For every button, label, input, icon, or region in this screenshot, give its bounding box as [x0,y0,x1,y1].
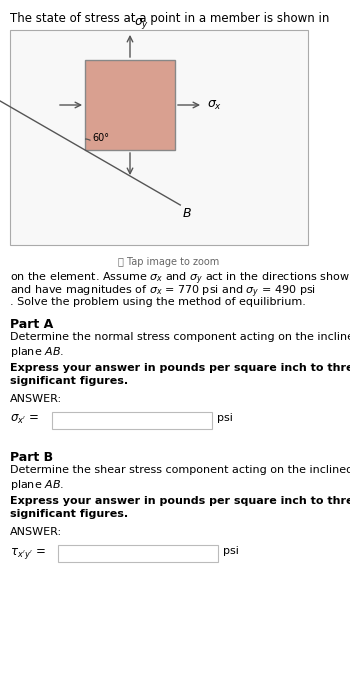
Text: ANSWER:: ANSWER: [10,527,62,537]
Text: plane $AB$.: plane $AB$. [10,478,64,492]
Text: on the element. Assume $\sigma_x$ and $\sigma_y$ act in the directions shown: on the element. Assume $\sigma_x$ and $\… [10,271,350,288]
Text: significant figures.: significant figures. [10,509,128,519]
Text: Express your answer in pounds per square inch to three: Express your answer in pounds per square… [10,496,350,506]
Text: psi: psi [217,413,233,423]
Text: The state of stress at a point in a member is shown in: The state of stress at a point in a memb… [10,12,329,25]
Text: plane $AB$.: plane $AB$. [10,345,64,359]
Text: Part A: Part A [10,318,53,331]
Bar [85,60,175,150]
Text: $\tau_{x'y'}$ =: $\tau_{x'y'}$ = [10,546,46,561]
Text: Part B: Part B [10,451,53,464]
Text: psi: psi [223,546,239,556]
Text: Determine the shear stress component acting on the inclined: Determine the shear stress component act… [10,465,350,475]
Text: 60°: 60° [92,133,109,143]
Text: significant figures.: significant figures. [10,376,128,386]
Bar [10,30,308,245]
Bar [52,412,212,429]
Text: Determine the normal stress component acting on the inclined: Determine the normal stress component ac… [10,332,350,342]
Text: B: B [182,207,191,220]
Text: ANSWER:: ANSWER: [10,394,62,404]
Text: $\sigma_y$: $\sigma_y$ [134,16,149,31]
Text: and have magnitudes of $\sigma_x$ = 770 psi and $\sigma_y$ = 490 psi: and have magnitudes of $\sigma_x$ = 770 … [10,284,316,301]
Text: $\sigma_x$: $\sigma_x$ [207,98,222,112]
Text: $\sigma_{x'}$ =: $\sigma_{x'}$ = [10,413,39,426]
Text: Express your answer in pounds per square inch to three: Express your answer in pounds per square… [10,363,350,373]
Bar [58,545,218,562]
Text: ⓔ Tap image to zoom: ⓔ Tap image to zoom [118,257,220,267]
Text: . Solve the problem using the method of equilibrium.: . Solve the problem using the method of … [10,297,306,307]
